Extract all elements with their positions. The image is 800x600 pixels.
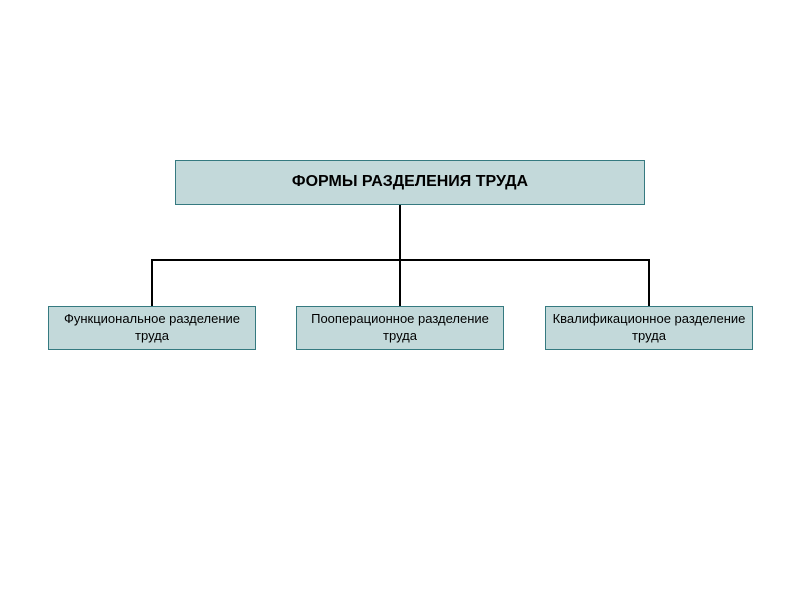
- connector-line: [648, 259, 650, 306]
- root-node: ФОРМЫ РАЗДЕЛЕНИЯ ТРУДА: [175, 160, 645, 205]
- child-label: Пооперационное разделение труда: [303, 311, 497, 345]
- root-label: ФОРМЫ РАЗДЕЛЕНИЯ ТРУДА: [292, 172, 528, 193]
- connector-line: [151, 259, 153, 306]
- hierarchy-diagram: ФОРМЫ РАЗДЕЛЕНИЯ ТРУДА Функциональное ра…: [0, 0, 800, 600]
- child-node-qualification: Квалификационное разделение труда: [545, 306, 753, 350]
- connector-line: [399, 205, 401, 260]
- child-node-functional: Функциональное разделение труда: [48, 306, 256, 350]
- connector-line: [399, 259, 401, 306]
- child-label: Квалификационное разделение труда: [552, 311, 746, 345]
- child-node-operational: Пооперационное разделение труда: [296, 306, 504, 350]
- child-label: Функциональное разделение труда: [55, 311, 249, 345]
